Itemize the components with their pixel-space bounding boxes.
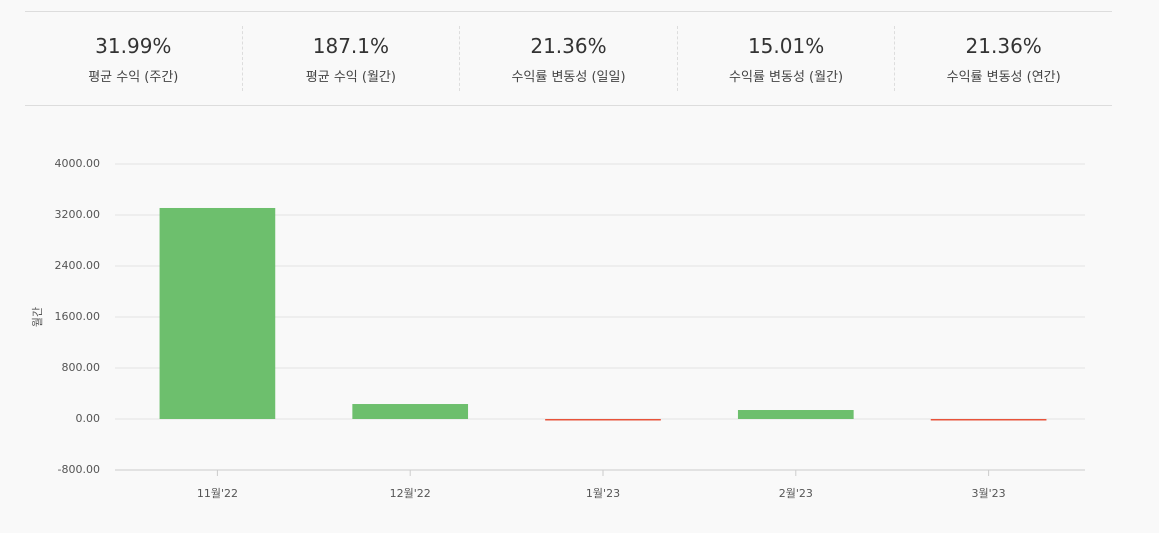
stat-value: 21.36% [530,34,607,58]
x-tick-label: 1월'23 [586,487,620,500]
bar [159,207,276,419]
x-tick-label: 11월'22 [197,487,238,500]
y-tick-label: -800.00 [58,463,100,476]
stat-value: 187.1% [312,34,390,58]
x-tick-label: 12월'22 [390,487,431,500]
stat-cell: 15.01% 수익률 변동성 (월간) [678,26,896,91]
bar [737,410,854,419]
stat-value: 15.01% [747,34,825,58]
stat-label: 수익률 변동성 (월간) [729,70,844,85]
bar [545,419,661,421]
stat-label: 수익률 변동성 (일일) [511,70,626,85]
y-tick-label: 1600.00 [55,310,101,323]
stat-value: 21.36% [965,34,1042,58]
stat-label: 평균 수익 (월간) [305,70,396,85]
y-axis-label: 월간 [31,307,44,327]
stat-cell: 21.36% 수익률 변동성 (연간) [895,26,1112,91]
stat-value: 31.99% [95,34,172,58]
bar [352,404,469,419]
stat-cell: 31.99% 평균 수익 (주간) [25,26,243,91]
y-tick-label: 4000.00 [55,157,101,170]
y-tick-label: 800.00 [62,361,101,374]
stat-label: 평균 수익 (주간) [88,70,179,85]
y-tick-label: 0.00 [76,412,101,425]
bar [930,419,1047,421]
stat-label: 수익률 변동성 (연간) [946,70,1061,85]
x-tick-label: 3월'23 [972,487,1006,500]
stat-cell: 187.1% 평균 수익 (월간) [243,26,461,91]
stat-cell: 21.36% 수익률 변동성 (일일) [460,26,678,91]
y-tick-label: 3200.00 [55,208,101,221]
x-tick-label: 2월'23 [779,487,813,500]
y-tick-label: 2400.00 [55,259,101,272]
stats-bar: 31.99% 평균 수익 (주간) 187.1% 평균 수익 (월간) 21.36% 수익… [25,11,1112,106]
